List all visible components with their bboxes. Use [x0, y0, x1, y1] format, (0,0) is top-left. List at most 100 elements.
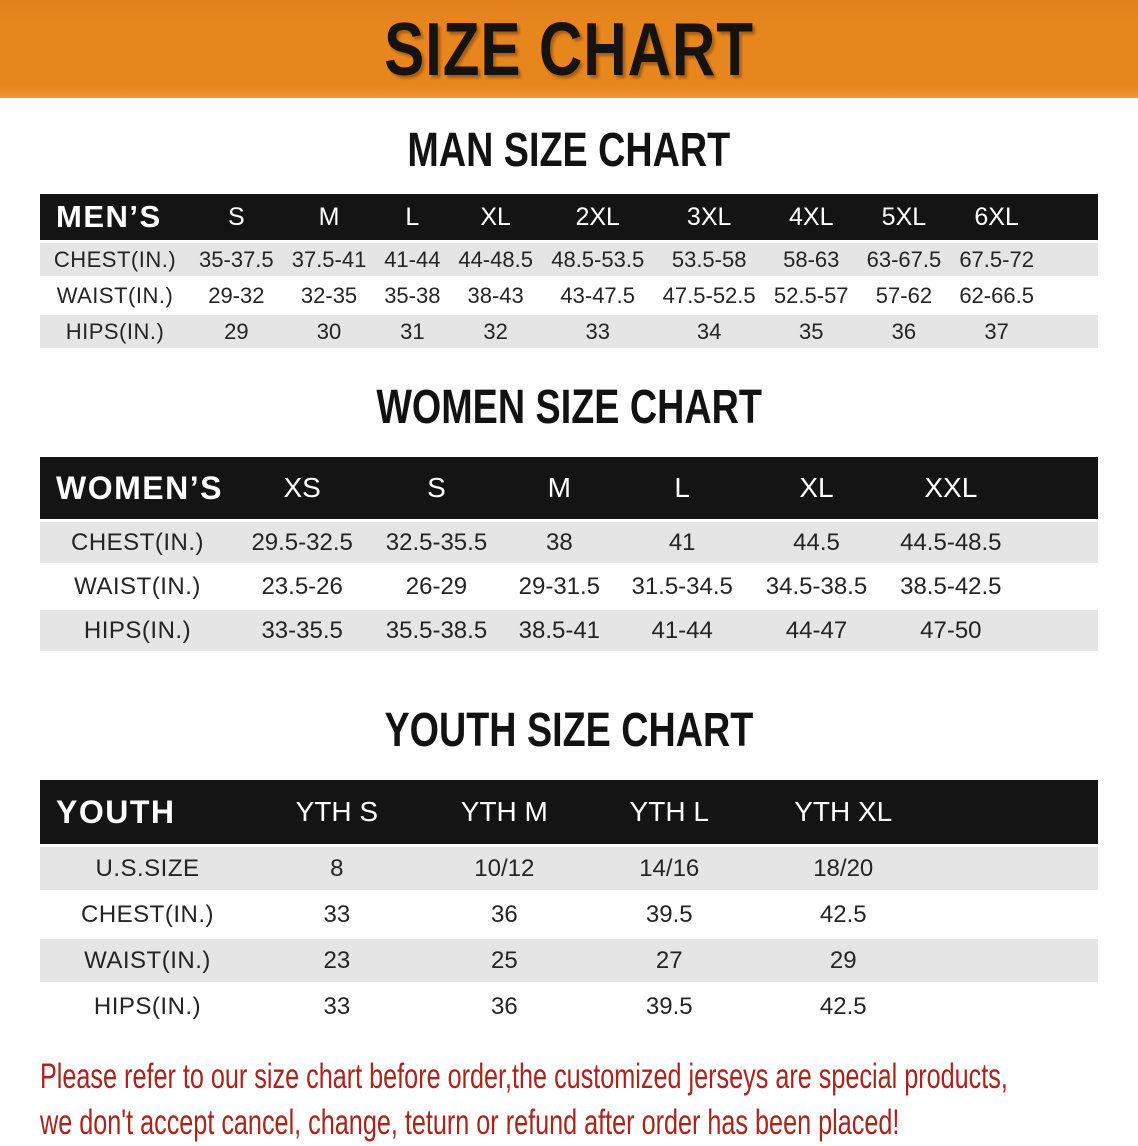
value-cell: 33 — [255, 893, 419, 936]
row-label-cell: WAIST(IN.) — [40, 279, 190, 312]
size-column-header: S — [369, 457, 504, 519]
row-spacer-cell — [1043, 279, 1098, 312]
table-header-row: YOUTH YTH S YTH M YTH L YTH XL — [40, 780, 1098, 844]
row-spacer-cell — [938, 893, 1098, 936]
value-cell: 29 — [190, 315, 283, 348]
value-cell: 38.5-42.5 — [883, 566, 1018, 607]
table-row: WAIST(IN.) 23 25 27 29 — [40, 939, 1098, 982]
value-cell: 63-67.5 — [857, 243, 951, 276]
row-label-cell: HIPS(IN.) — [40, 315, 190, 348]
value-cell: 30 — [282, 315, 376, 348]
value-cell: 42.5 — [748, 985, 938, 1028]
value-cell: 35 — [764, 315, 858, 348]
size-column-header: 5XL — [857, 194, 951, 240]
value-cell: 38-43 — [449, 279, 542, 312]
value-cell: 33 — [255, 985, 419, 1028]
disclaimer-line-1: Please refer to our size chart before or… — [40, 1057, 1008, 1096]
value-cell: 27 — [590, 939, 749, 982]
value-cell: 44-48.5 — [449, 243, 542, 276]
value-cell: 25 — [418, 939, 590, 982]
value-cell: 33-35.5 — [235, 610, 370, 651]
value-cell: 44.5-48.5 — [883, 522, 1018, 563]
value-cell: 8 — [255, 847, 419, 890]
row-spacer-cell — [1018, 522, 1098, 563]
size-column-header: L — [615, 457, 750, 519]
table-row: CHEST(IN.) 35-37.5 37.5-41 41-44 44-48.5 48.5… — [40, 243, 1098, 276]
header-spacer-cell — [1043, 194, 1098, 240]
table-row: WAIST(IN.) 23.5-26 26-29 29-31.5 31.5-34.5 34… — [40, 566, 1098, 607]
row-label-cell: U.S.SIZE — [40, 847, 255, 890]
banner: SIZE CHART — [0, 0, 1138, 98]
women-section-heading: WOMEN SIZE CHART — [0, 380, 1138, 433]
size-column-header: M — [503, 457, 616, 519]
value-cell: 29 — [748, 939, 938, 982]
row-label-cell: WAIST(IN.) — [40, 566, 235, 607]
size-column-header: 2XL — [541, 194, 654, 240]
value-cell: 32.5-35.5 — [369, 522, 504, 563]
header-spacer-cell — [938, 780, 1098, 844]
table-header-row: WOMEN’S XS S M L XL XXL — [40, 457, 1098, 519]
row-spacer-cell — [1018, 610, 1098, 651]
table-row: WAIST(IN.) 29-32 32-35 35-38 38-43 43-47.5 47.… — [40, 279, 1098, 312]
row-label-cell: CHEST(IN.) — [40, 243, 190, 276]
value-cell: 23.5-26 — [235, 566, 370, 607]
size-column-header: YTH S — [255, 780, 419, 844]
value-cell: 43-47.5 — [541, 279, 654, 312]
value-cell: 32-35 — [282, 279, 376, 312]
table-header-row: MEN’S S M L XL 2XL 3XL 4XL 5XL 6XL — [40, 194, 1098, 240]
value-cell: 35-37.5 — [190, 243, 283, 276]
table-row: CHEST(IN.) 29.5-32.5 32.5-35.5 38 41 44.5 44.5… — [40, 522, 1098, 563]
disclaimer-line-2: we don't accept cancel, change, teturn o… — [40, 1103, 900, 1142]
value-cell: 52.5-57 — [764, 279, 858, 312]
value-cell: 39.5 — [590, 985, 749, 1028]
man-size-chart-title: MAN SIZE CHART — [407, 121, 731, 177]
value-cell: 34 — [653, 315, 765, 348]
value-cell: 36 — [418, 893, 590, 936]
row-label-cell: HIPS(IN.) — [40, 985, 255, 1028]
row-spacer-cell — [1043, 243, 1098, 276]
value-cell: 38.5-41 — [503, 610, 616, 651]
size-column-header: 4XL — [764, 194, 858, 240]
size-column-header: YTH XL — [748, 780, 938, 844]
table-row: HIPS(IN.) 33 36 39.5 42.5 — [40, 985, 1098, 1028]
value-cell: 26-29 — [369, 566, 504, 607]
youth-size-table: YOUTH YTH S YTH M YTH L YTH XL U.S.SIZE 8 10/12… — [40, 777, 1098, 1031]
table-title-cell: WOMEN’S — [40, 457, 235, 519]
row-label-cell: CHEST(IN.) — [40, 893, 255, 936]
row-label-cell: WAIST(IN.) — [40, 939, 255, 982]
row-spacer-cell — [938, 939, 1098, 982]
value-cell: 67.5-72 — [950, 243, 1043, 276]
value-cell: 62-66.5 — [950, 279, 1043, 312]
mens-size-table: MEN’S S M L XL 2XL 3XL 4XL 5XL 6XL CHEST(IN.) 35-37… — [40, 191, 1098, 351]
size-column-header: S — [190, 194, 283, 240]
row-label-cell: HIPS(IN.) — [40, 610, 235, 651]
value-cell: 35.5-38.5 — [369, 610, 504, 651]
value-cell: 41-44 — [375, 243, 450, 276]
size-column-header: YTH M — [418, 780, 590, 844]
value-cell: 41-44 — [615, 610, 750, 651]
row-spacer-cell — [938, 985, 1098, 1028]
value-cell: 44.5 — [749, 522, 884, 563]
value-cell: 48.5-53.5 — [541, 243, 654, 276]
value-cell: 38 — [503, 522, 616, 563]
disclaimer: Please refer to our size chart before or… — [40, 1054, 1138, 1146]
size-column-header: M — [282, 194, 376, 240]
value-cell: 47-50 — [883, 610, 1018, 651]
size-column-header: L — [375, 194, 450, 240]
table-row: HIPS(IN.) 29 30 31 32 33 34 35 36 37 — [40, 315, 1098, 348]
value-cell: 53.5-58 — [653, 243, 765, 276]
size-column-header: XS — [235, 457, 370, 519]
value-cell: 31.5-34.5 — [615, 566, 750, 607]
value-cell: 34.5-38.5 — [749, 566, 884, 607]
size-column-header: XL — [749, 457, 884, 519]
value-cell: 18/20 — [748, 847, 938, 890]
value-cell: 41 — [615, 522, 750, 563]
youth-section-heading: YOUTH SIZE CHART — [0, 701, 1138, 757]
table-row: U.S.SIZE 8 10/12 14/16 18/20 — [40, 847, 1098, 890]
value-cell: 31 — [375, 315, 450, 348]
youth-size-chart-title: YOUTH SIZE CHART — [384, 701, 754, 757]
value-cell: 37.5-41 — [282, 243, 376, 276]
womens-size-table: WOMEN’S XS S M L XL XXL CHEST(IN.) 29.5-32.5 32.5… — [40, 454, 1098, 654]
header-spacer-cell — [1018, 457, 1098, 519]
